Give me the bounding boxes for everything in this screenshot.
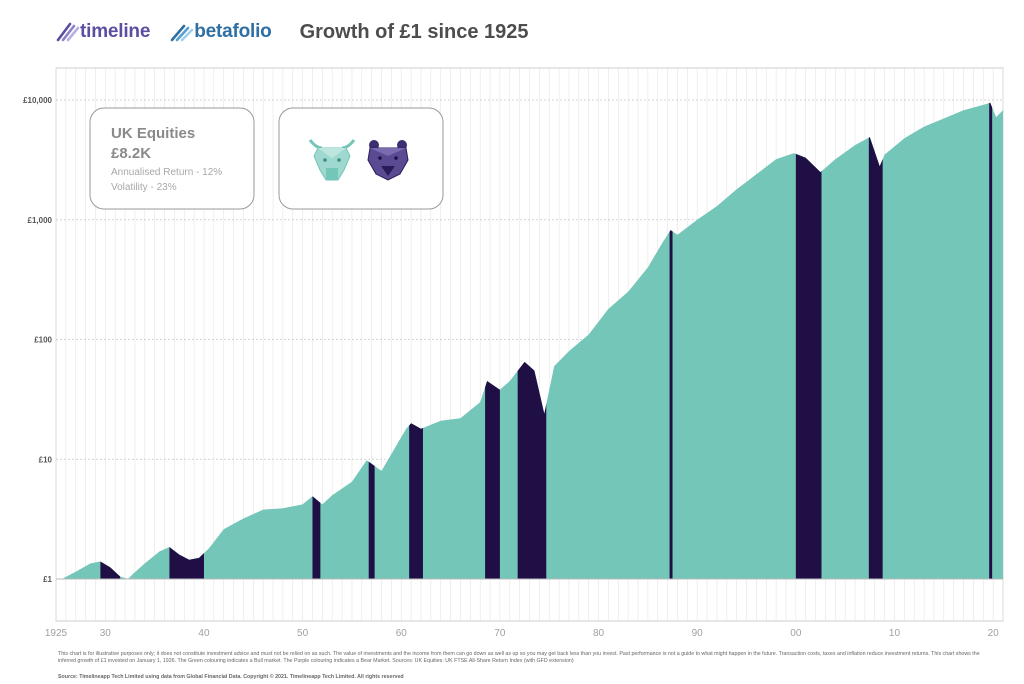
x-tick-label: 30 bbox=[100, 628, 112, 639]
series-name: UK Equities bbox=[111, 125, 195, 142]
y-tick-label: £1,000 bbox=[28, 216, 53, 225]
header: timeline betafolio Growth of £1 since 19… bbox=[56, 18, 529, 46]
timeline-brand[interactable]: timeline bbox=[56, 21, 150, 43]
bear-market-area bbox=[989, 102, 993, 579]
bear-market-area bbox=[485, 102, 500, 579]
x-tick-label: 1925 bbox=[45, 628, 68, 639]
bull-market-area bbox=[61, 102, 1003, 579]
final-value: £8.2K bbox=[111, 145, 151, 162]
betafolio-brand[interactable]: betafolio bbox=[170, 21, 272, 43]
x-tick-label: 60 bbox=[396, 628, 408, 639]
betafolio-logo-icon bbox=[170, 24, 194, 42]
timeline-brand-label: timeline bbox=[80, 21, 151, 42]
x-tick-label: 40 bbox=[198, 628, 210, 639]
volatility: Volatility - 23% bbox=[111, 182, 177, 193]
info-box: UK Equities £8.2K Annualised Return - 12… bbox=[89, 107, 255, 210]
y-tick-label: £10 bbox=[39, 455, 53, 464]
legend-box-frame bbox=[278, 107, 444, 210]
x-tick-label: 10 bbox=[889, 628, 901, 639]
y-tick-label: £1 bbox=[43, 575, 52, 584]
axes: £1 £10 £100 £1,000 £10,000 1925 30 40 50 60 70 80 90… bbox=[23, 96, 1003, 639]
info-box-frame bbox=[89, 107, 255, 210]
annualised-return: Annualised Return - 12% bbox=[111, 167, 222, 178]
x-tick-label: 20 bbox=[988, 628, 1000, 639]
betafolio-brand-label: betafolio bbox=[194, 21, 272, 42]
page-title: Growth of £1 since 1925 bbox=[299, 20, 529, 43]
bear-market-area bbox=[868, 102, 883, 579]
x-tick-label: 90 bbox=[692, 628, 704, 639]
x-tick-label: 70 bbox=[494, 628, 506, 639]
x-tick-label: 80 bbox=[593, 628, 605, 639]
bear-icon bbox=[367, 140, 409, 181]
bear-market-area bbox=[669, 102, 673, 579]
y-tick-label: £10,000 bbox=[23, 96, 52, 105]
y-tick-label: £100 bbox=[34, 336, 52, 345]
source-note: Source: Timelineapp Tech Limited using d… bbox=[58, 674, 404, 680]
legend-box bbox=[278, 107, 444, 210]
timeline-logo-icon bbox=[56, 22, 80, 42]
x-tick-label: 50 bbox=[297, 628, 309, 639]
bull-icon bbox=[308, 139, 356, 181]
x-tick-label: 00 bbox=[790, 628, 802, 639]
bear-market-area bbox=[795, 102, 822, 579]
bear-market-area bbox=[517, 102, 547, 579]
disclaimer: This chart is for illustrative purposes … bbox=[58, 651, 980, 664]
growth-chart: £1 £10 £100 £1,000 £10,000 1925 30 40 50 60 70 80 90… bbox=[23, 67, 1004, 639]
